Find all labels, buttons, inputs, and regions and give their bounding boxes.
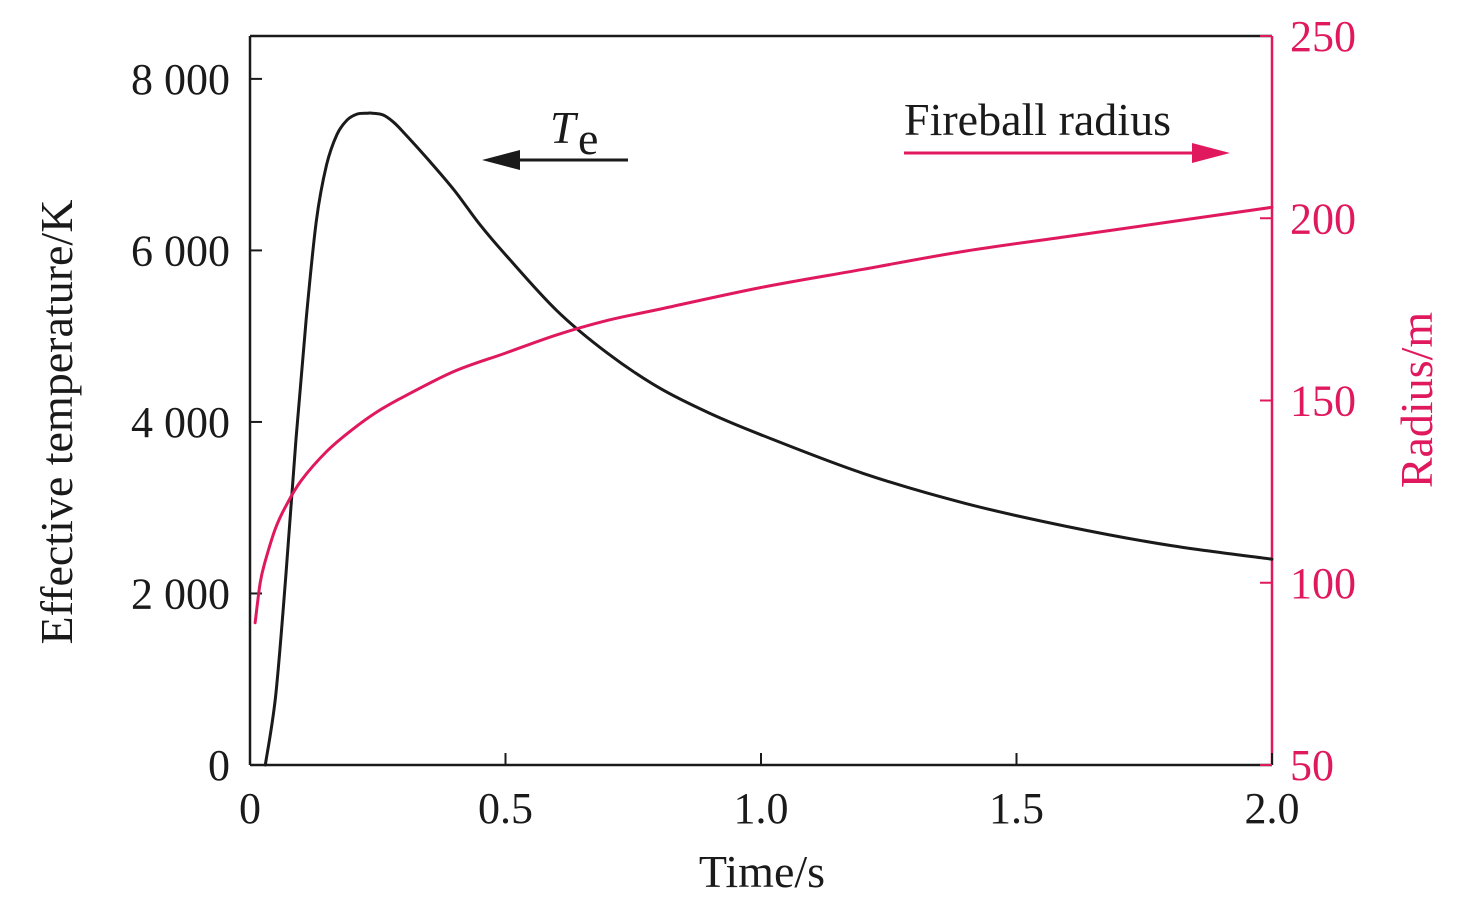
right-axis-title: Radius/m	[1391, 312, 1442, 489]
right-y-tick-label: 50	[1290, 741, 1334, 790]
right-y-tick-label: 150	[1290, 377, 1356, 426]
te-annotation: T e	[482, 102, 628, 170]
left-axis-title: Effective temperature/K	[31, 200, 82, 645]
left-y-tick-label: 2 000	[131, 569, 230, 618]
x-tick-label: 1.5	[989, 784, 1044, 833]
left-y-tick-label: 8 000	[131, 55, 230, 104]
right-y-tick-label: 200	[1290, 194, 1356, 243]
te-label-subscript: e	[578, 113, 598, 164]
left-y-axis: 0 2 000 4 000 6 000 8 000	[131, 55, 262, 790]
x-tick-label: 0.5	[478, 784, 533, 833]
fireball-label: Fireball radius	[904, 94, 1171, 145]
fireball-annotation: Fireball radius	[904, 94, 1230, 163]
fireball-arrow-head	[1192, 143, 1230, 163]
right-y-tick-label: 100	[1290, 559, 1356, 608]
right-y-axis: 50 100 150 200 250	[1260, 12, 1356, 790]
x-axis: 0 0.5 1.0 1.5 2.0	[239, 753, 1300, 833]
series-layer	[253, 111, 1274, 767]
te-arrow-head	[482, 150, 520, 170]
left-y-tick-label: 4 000	[131, 398, 230, 447]
te-label: T	[550, 102, 579, 153]
right-y-tick-label: 250	[1290, 12, 1356, 61]
x-axis-title: Time/s	[699, 846, 825, 897]
left-y-tick-label: 6 000	[131, 226, 230, 275]
x-tick-label: 1.0	[734, 784, 789, 833]
x-tick-label: 2.0	[1245, 784, 1300, 833]
x-tick-label: 0	[239, 784, 261, 833]
left-y-tick-label: 0	[208, 741, 230, 790]
temperature-series-line	[263, 111, 1274, 767]
plot-frame	[248, 34, 1274, 767]
radius-series-line	[253, 205, 1274, 625]
